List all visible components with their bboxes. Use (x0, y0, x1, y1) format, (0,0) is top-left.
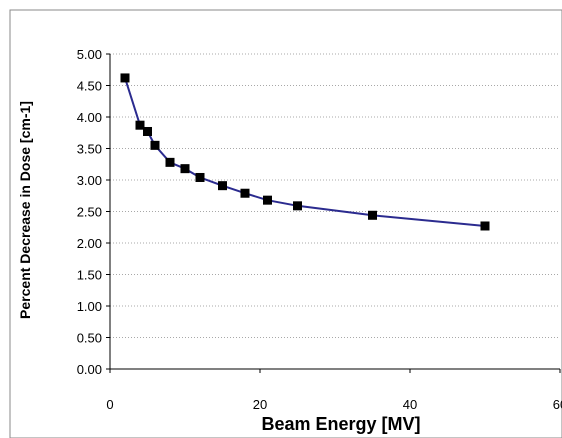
x-axis-title: Beam Energy [MV] (261, 414, 420, 434)
y-axis-title: Percent Decrease in Dose [cm-1] (17, 101, 33, 319)
grid-lines (110, 53, 560, 338)
y-tick-label: 0.50 (77, 331, 102, 346)
y-tick-label: 0.00 (77, 362, 102, 377)
y-tick-label: 3.50 (77, 142, 102, 157)
y-tick-label: 4.00 (77, 110, 102, 125)
data-point (480, 221, 490, 231)
data-point (293, 201, 302, 211)
y-tick-labels: 0.00 0.50 1.00 1.50 2.00 2.50 3.00 3.50 4.00 4.50… (77, 47, 102, 377)
data-point (165, 157, 175, 167)
data-series (120, 73, 490, 231)
data-point (143, 126, 152, 136)
data-point (135, 120, 145, 130)
x-tick-label: 60 (553, 397, 562, 412)
x-tick-label: 40 (403, 397, 417, 412)
y-tick-label: 1.50 (77, 268, 102, 283)
data-point (120, 73, 130, 83)
data-point (263, 195, 272, 205)
y-tick-label: 2.50 (77, 205, 102, 220)
x-tick-labels: 0 20 40 60 (106, 397, 562, 412)
y-tick-label: 4.50 (77, 79, 102, 94)
data-point (218, 181, 227, 191)
data-point (180, 164, 190, 174)
data-point (195, 172, 205, 182)
x-tick-label: 0 (106, 397, 113, 412)
axes (106, 53, 561, 373)
data-point (368, 210, 377, 220)
data-point (240, 188, 250, 198)
y-tick-label: 1.00 (77, 299, 102, 314)
data-point (150, 140, 160, 150)
y-tick-label: 5.00 (77, 47, 102, 62)
y-tick-label: 2.00 (77, 236, 102, 251)
x-tick-label: 20 (253, 397, 267, 412)
y-tick-label: 3.00 (77, 173, 102, 188)
